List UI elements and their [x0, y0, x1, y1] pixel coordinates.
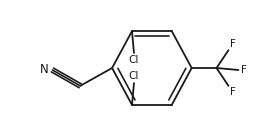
Text: N: N: [40, 63, 49, 76]
Text: F: F: [230, 39, 236, 49]
Text: F: F: [241, 65, 247, 75]
Text: F: F: [230, 87, 236, 97]
Text: Cl: Cl: [129, 71, 139, 81]
Text: Cl: Cl: [129, 55, 139, 65]
